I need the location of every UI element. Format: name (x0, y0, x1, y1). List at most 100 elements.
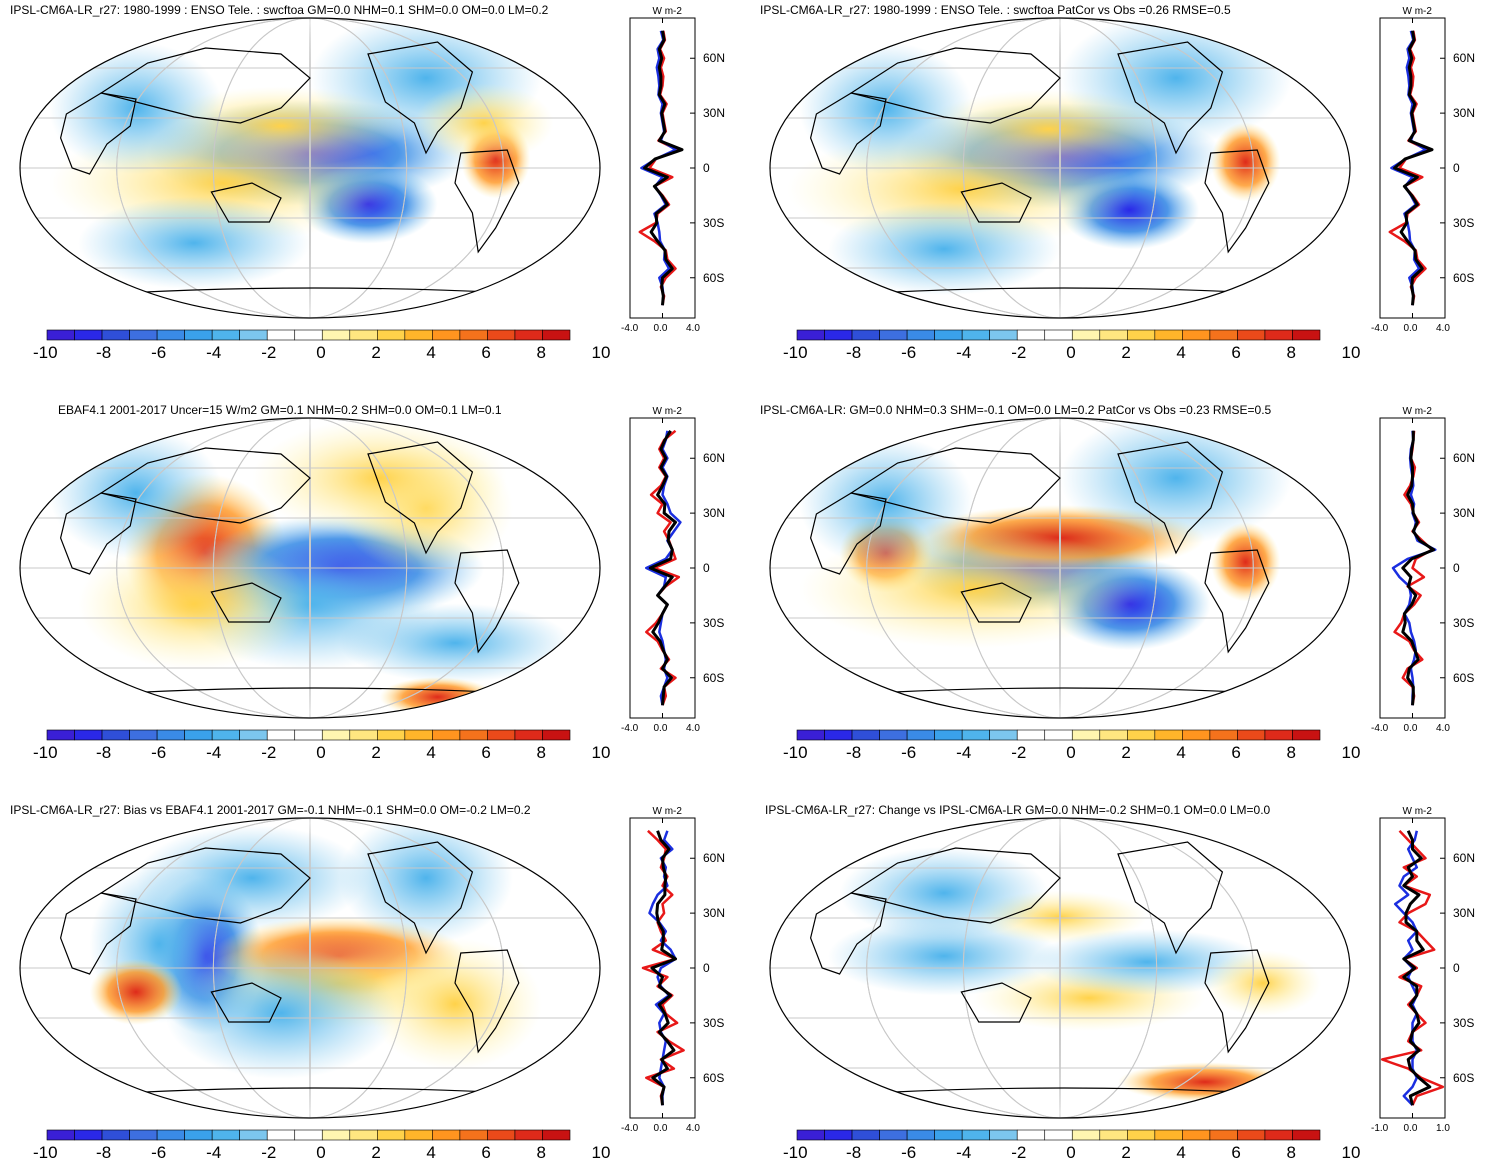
colorbar-label: -6 (901, 343, 916, 362)
meridian-line (212, 18, 408, 318)
colorbar-swatch (1182, 729, 1211, 741)
colorbar-label: 8 (536, 343, 545, 362)
colorbar-label: -6 (151, 1143, 166, 1162)
colorbar-swatch (934, 729, 963, 741)
colorbar-swatch (1264, 329, 1293, 341)
colorbar-swatch (1071, 329, 1101, 341)
shading-patch (839, 846, 1049, 940)
colorbar-swatch (851, 1129, 880, 1141)
colorbar-swatch (156, 329, 185, 341)
colorbar-swatch (514, 729, 543, 741)
x-tick-label: 0.0 (1404, 1123, 1418, 1134)
profile-series-blue (640, 30, 677, 306)
colorbar-label: -8 (96, 1143, 111, 1162)
shading-patch (1210, 522, 1281, 602)
shading-patch (828, 202, 1060, 296)
colorbar-swatch (294, 729, 323, 741)
colorbar-swatch (74, 729, 103, 741)
coastline (367, 441, 474, 555)
colorbar-label: 10 (1342, 343, 1361, 362)
panel-title: IPSL-CM6A-LR: GM=0.0 NHM=0.3 SHM=-0.1 OM… (760, 403, 1272, 417)
colorbar-label: 2 (371, 343, 380, 362)
colorbar-swatch (184, 1129, 213, 1141)
colorbar-label: 8 (536, 743, 545, 762)
shading-patch (1205, 950, 1321, 1016)
colorbar-label: 6 (1231, 743, 1240, 762)
map-field (770, 418, 1350, 718)
x-tick-label: -4.0 (1371, 723, 1389, 734)
profile-series-blue (1390, 30, 1427, 306)
x-tick-label: 4.0 (1436, 723, 1450, 734)
coastline (106, 1087, 531, 1095)
colorbar-swatch (1209, 729, 1238, 741)
meridian-line (212, 418, 408, 718)
lat-tick-label: 30S (703, 616, 724, 630)
profile-series-red (1380, 829, 1445, 1106)
colorbar-swatch (1044, 1129, 1073, 1141)
map-field (20, 418, 600, 718)
coastline (856, 1087, 1281, 1095)
colorbar-swatch (1237, 729, 1266, 741)
coastline (849, 47, 1061, 124)
colorbar-label: -10 (33, 743, 58, 762)
zonal-profile: W m-2 60N 30N 0 30S 60S -4.0 0.0 4.0 (1371, 6, 1475, 334)
shading-patch (799, 42, 973, 174)
colorbar-swatch (514, 329, 543, 341)
coastline (454, 549, 520, 654)
colorbar-label: -6 (901, 1143, 916, 1162)
colorbar-swatch (156, 1129, 185, 1141)
colorbar-label: 8 (1286, 743, 1295, 762)
colorbar-label: -6 (151, 743, 166, 762)
coastline (809, 492, 887, 575)
map-border (769, 817, 1351, 1119)
profile-unit: W m-2 (653, 806, 683, 817)
lat-tick-label: 0 (1453, 161, 1460, 175)
colorbar-swatch (321, 329, 351, 341)
meridian-line (309, 818, 311, 1118)
map-field (20, 818, 600, 1118)
colorbar-swatch (404, 729, 433, 741)
x-tick-label: 4.0 (686, 1123, 700, 1134)
colorbar-label: 4 (1176, 343, 1185, 362)
colorbar-label: -8 (846, 1143, 861, 1162)
colorbar-swatch (294, 1129, 323, 1141)
colorbar-label: 4 (426, 343, 435, 362)
shading-patch (339, 603, 571, 683)
colorbar: -10 -8 -6 -4 -2 0 2 4 6 8 10 (783, 329, 1361, 362)
colorbar-swatch (101, 329, 130, 341)
x-tick-label: 0.0 (654, 1123, 668, 1134)
colorbar-swatch (1154, 1129, 1183, 1141)
colorbar-swatch (432, 329, 461, 341)
colorbar-swatch (46, 729, 75, 741)
colorbar-label: -4 (206, 743, 221, 762)
shading-patch (414, 83, 554, 163)
colorbar-label: 10 (592, 743, 611, 762)
lat-tick-label: 60N (703, 51, 725, 65)
meridian-line (1059, 418, 1061, 718)
colorbar-swatch (459, 1129, 488, 1141)
colorbar-label: -8 (96, 343, 111, 362)
lat-tick-label: 0 (703, 161, 710, 175)
colorbar-swatch (1044, 329, 1073, 341)
colorbar-swatch (101, 1129, 130, 1141)
coastline (960, 582, 1032, 623)
colorbar-swatch (266, 729, 296, 741)
map-border (19, 17, 601, 319)
x-tick-label: 1.0 (1436, 1123, 1450, 1134)
colorbar-label: 0 (316, 343, 325, 362)
colorbar-swatch (459, 729, 488, 741)
colorbar-swatch (1099, 1129, 1128, 1141)
colorbar-swatch (961, 729, 990, 741)
x-tick-label: -4.0 (1371, 323, 1389, 334)
lat-tick-label: 60S (1453, 671, 1474, 685)
colorbar-label: 4 (1176, 1143, 1185, 1162)
colorbar-swatch (1071, 1129, 1101, 1141)
x-tick-label: 4.0 (1436, 323, 1450, 334)
colorbar-swatch (542, 1129, 571, 1141)
colorbar-swatch (1209, 329, 1238, 341)
lat-tick-label: 30N (703, 106, 725, 120)
colorbar-swatch (432, 1129, 461, 1141)
colorbar-swatch (404, 329, 433, 341)
colorbar-label: 8 (1286, 1143, 1295, 1162)
lat-tick-label: 30S (703, 1016, 724, 1030)
